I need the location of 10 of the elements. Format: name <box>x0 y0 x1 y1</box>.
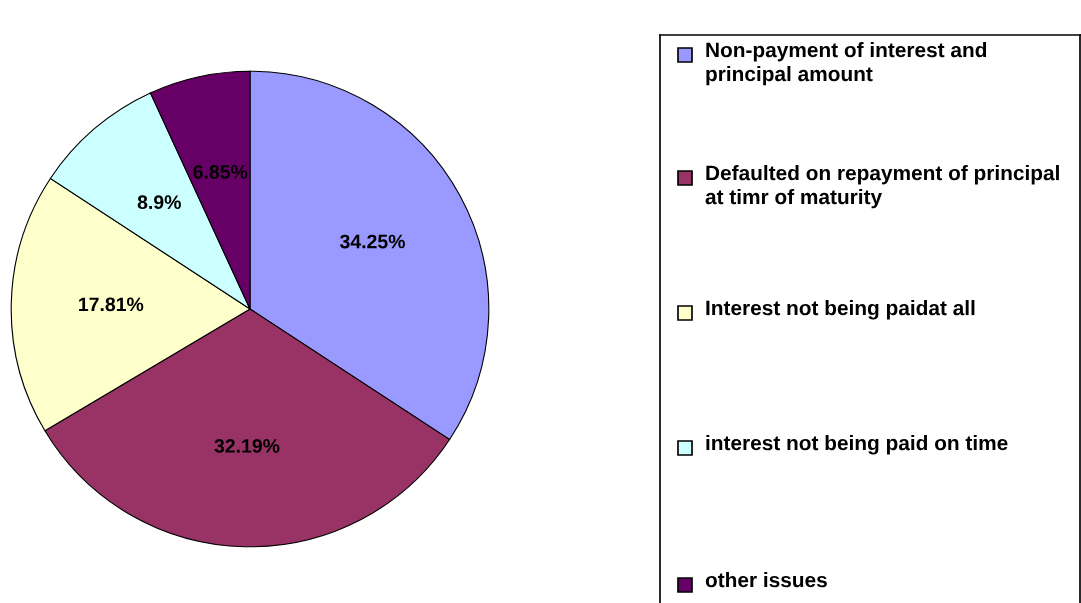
legend-label: Non-payment of interest and principal amount <box>706 42 987 86</box>
data-label: 8.9% <box>137 195 181 210</box>
data-label: 34.25% <box>339 234 405 249</box>
legend-label: interest not being paid on time <box>706 435 1008 455</box>
legend-label: Interest not being paidat all <box>706 300 975 320</box>
legend-label: Defaulted on repayment of principal at timr of maturity <box>705 165 1059 209</box>
data-label: 32.19% <box>214 439 280 453</box>
data-label: 17.81% <box>79 297 144 312</box>
data-label: 6.85% <box>193 165 248 179</box>
legend-label: other issues <box>705 572 827 588</box>
